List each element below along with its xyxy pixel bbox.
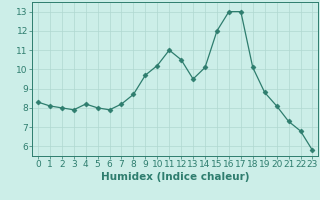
X-axis label: Humidex (Indice chaleur): Humidex (Indice chaleur) — [101, 172, 250, 182]
